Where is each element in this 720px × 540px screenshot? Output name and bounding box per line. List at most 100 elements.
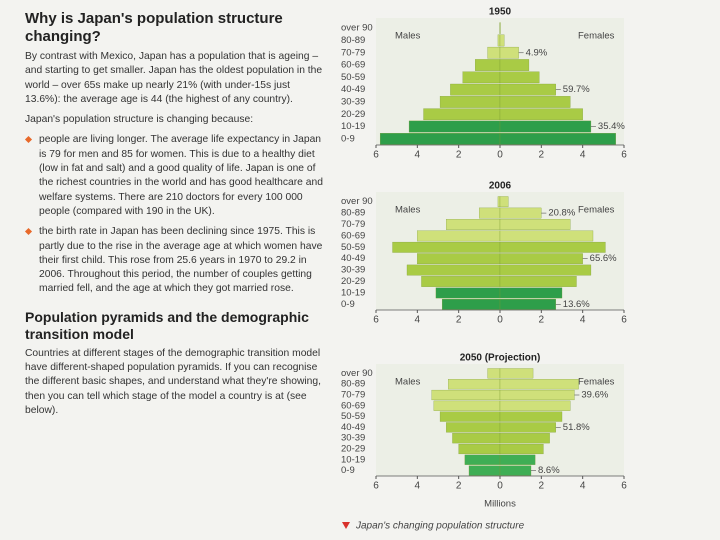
x-tick-label: 2 (539, 481, 545, 492)
x-tick-label: 6 (621, 150, 627, 161)
annotation: 39.6% (581, 390, 608, 401)
category-label: 70-79 (341, 47, 365, 58)
bar-female (499, 433, 550, 444)
category-label: 70-79 (341, 219, 365, 230)
bar-male (406, 264, 501, 276)
category-label: 50-59 (341, 411, 365, 422)
bar-female (499, 120, 592, 133)
x-tick-label: 0 (497, 315, 503, 326)
bar-female (499, 230, 594, 242)
x-tick-label: 4 (580, 315, 586, 326)
bullet: people are living longer. The average li… (25, 133, 323, 219)
bar-female (499, 59, 530, 71)
bar-female (499, 108, 583, 121)
category-label: 80-89 (341, 379, 365, 390)
legend-label: Males (395, 31, 421, 42)
annotation: 51.8% (563, 422, 590, 433)
bar-female (499, 287, 563, 299)
bar-male (475, 59, 501, 71)
x-tick-label: 4 (415, 315, 421, 326)
bar-male (417, 230, 501, 242)
bar-male (450, 83, 501, 96)
bar-male (497, 34, 501, 47)
x-tick-label: 0 (497, 150, 503, 161)
paragraph: Japan's population structure is changing… (25, 114, 254, 126)
x-tick-label: 0 (497, 481, 503, 492)
category-label: 10-19 (341, 287, 365, 298)
x-tick-label: 2 (456, 481, 462, 492)
x-tick-label: 4 (415, 481, 421, 492)
annotation: 59.7% (563, 84, 590, 95)
paragraph: By contrast with Mexico, Japan has a pop… (25, 51, 323, 105)
bar-female (499, 83, 556, 96)
category-label: 60-69 (341, 400, 365, 411)
bar-male (462, 71, 501, 84)
x-tick-label: 6 (373, 315, 379, 326)
category-label: 30-39 (341, 265, 365, 276)
category-label: 40-49 (341, 253, 365, 264)
category-label: 40-49 (341, 84, 365, 95)
bar-male (487, 368, 501, 379)
bar-male (441, 298, 501, 310)
bar-female (499, 454, 536, 465)
annotation: 65.6% (590, 253, 617, 264)
chart-title: 2050 (Projection) (460, 353, 541, 364)
caption: Japan's changing population structure (355, 521, 525, 532)
bar-female (499, 443, 544, 455)
chart-title: 2006 (489, 181, 512, 192)
category-label: 30-39 (341, 96, 365, 107)
category-label: 80-89 (341, 35, 365, 46)
bar-female (499, 133, 616, 145)
x-tick-label: 6 (621, 315, 627, 326)
bar-male (439, 411, 501, 422)
bar-male (433, 400, 501, 411)
subheading: Population pyramids and the demographic … (25, 308, 309, 342)
bar-male (417, 253, 501, 265)
bullet-list: people are living longer. The average li… (25, 133, 323, 296)
category-label: 30-39 (341, 433, 365, 444)
text-column: Why is Japan's population structure chan… (25, 10, 323, 424)
category-label: 0-9 (341, 465, 355, 476)
annotation: 13.6% (563, 299, 590, 310)
x-tick-label: 4 (415, 150, 421, 161)
bar-male (408, 120, 501, 133)
bar-male (431, 389, 501, 401)
bar-male (464, 454, 501, 465)
bar-female (499, 264, 592, 276)
legend-label: Females (578, 205, 615, 216)
category-label: over 90 (341, 368, 373, 379)
bar-female (499, 219, 571, 230)
bar-female (499, 241, 606, 253)
bar-female (499, 71, 540, 84)
category-label: over 90 (341, 23, 373, 34)
chart-title: 1950 (489, 7, 512, 18)
bar-female (499, 465, 532, 476)
category-label: 40-49 (341, 422, 365, 433)
category-label: 50-59 (341, 72, 365, 83)
legend-label: Males (395, 377, 421, 388)
category-label: 0-9 (341, 133, 355, 144)
bar-female (499, 34, 505, 47)
annotation: 20.8% (548, 208, 575, 219)
x-tick-label: 2 (539, 150, 545, 161)
bar-female (499, 298, 556, 310)
x-tick-label: 2 (456, 150, 462, 161)
category-label: 20-29 (341, 444, 365, 455)
bar-female (499, 411, 563, 422)
x-tick-label: 4 (580, 481, 586, 492)
bar-female (499, 422, 556, 433)
annotation: 8.6% (538, 465, 560, 476)
category-label: 50-59 (341, 242, 365, 253)
category-label: over 90 (341, 196, 373, 207)
category-label: 60-69 (341, 230, 365, 241)
bar-female (499, 368, 534, 379)
legend-label: Females (578, 31, 615, 42)
category-label: 80-89 (341, 208, 365, 219)
bullet: the birth rate in Japan has been declini… (25, 225, 323, 296)
bar-female (499, 379, 579, 390)
legend-label: Females (578, 377, 615, 388)
x-tick-label: 2 (456, 315, 462, 326)
bar-male (421, 276, 501, 287)
bar-female (499, 253, 583, 265)
